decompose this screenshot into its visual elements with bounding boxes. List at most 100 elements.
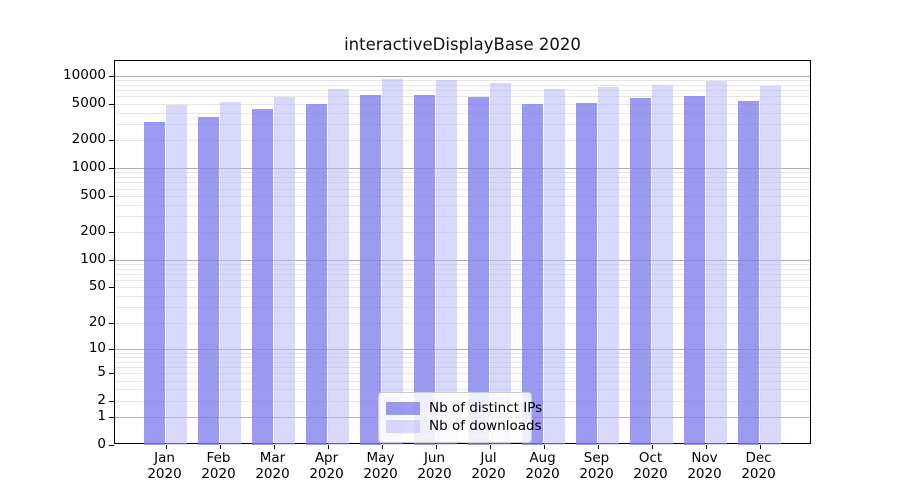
month-year: 2020 bbox=[201, 465, 236, 482]
month-year: 2020 bbox=[147, 465, 182, 482]
bar-distinct-ips bbox=[683, 96, 706, 445]
y-tick bbox=[109, 260, 114, 261]
y-tick-label: 20 bbox=[88, 314, 106, 330]
y-tick-label: 5000 bbox=[71, 94, 106, 111]
minor-gridline bbox=[115, 96, 810, 98]
month-year: 2020 bbox=[417, 465, 452, 482]
y-tick bbox=[109, 287, 114, 289]
major-gridline bbox=[115, 348, 810, 350]
month-year: 2020 bbox=[471, 465, 506, 482]
y-tick-label: 10000 bbox=[63, 66, 106, 83]
minor-gridline bbox=[115, 216, 810, 218]
y-tick-label: 200 bbox=[80, 223, 106, 240]
legend-swatch-distinct-ips bbox=[386, 401, 420, 415]
minor-gridline bbox=[115, 188, 810, 190]
y-tick-label: 1000 bbox=[71, 159, 106, 176]
month-name: May bbox=[366, 450, 395, 466]
month-name: Sep bbox=[583, 450, 610, 466]
minor-gridline bbox=[115, 140, 810, 142]
y-tick bbox=[109, 232, 114, 234]
x-tick bbox=[759, 445, 761, 449]
month-year: 2020 bbox=[687, 465, 722, 482]
minor-gridline bbox=[115, 103, 810, 105]
bar-downloads bbox=[381, 79, 404, 445]
month-name: Aug bbox=[529, 450, 556, 466]
y-tick bbox=[109, 401, 114, 402]
minor-gridline bbox=[115, 323, 810, 324]
minor-gridline bbox=[115, 124, 810, 125]
minor-gridline bbox=[115, 274, 810, 276]
month-label: Oct 2020 bbox=[611, 450, 691, 482]
minor-gridline bbox=[115, 287, 810, 289]
bar-downloads bbox=[543, 89, 566, 445]
bar-distinct-ips bbox=[143, 121, 166, 445]
month-year: 2020 bbox=[363, 465, 398, 482]
month-label: Dec 2020 bbox=[719, 450, 799, 482]
minor-gridline bbox=[115, 177, 810, 178]
month-name: Jun bbox=[423, 450, 446, 466]
y-tick-label: 1 bbox=[97, 408, 106, 425]
y-tick bbox=[109, 140, 114, 142]
y-tick-label: 2 bbox=[97, 392, 106, 408]
month-label: Mar 2020 bbox=[233, 450, 313, 482]
bar-distinct-ips bbox=[251, 109, 274, 445]
x-tick bbox=[489, 445, 491, 449]
y-tick bbox=[109, 348, 114, 350]
y-tick bbox=[109, 195, 114, 197]
bar-downloads bbox=[219, 101, 242, 445]
month-year: 2020 bbox=[633, 465, 668, 482]
month-label: Nov 2020 bbox=[665, 450, 745, 482]
bar-distinct-ips bbox=[575, 102, 598, 445]
x-tick bbox=[327, 445, 329, 449]
month-year: 2020 bbox=[255, 465, 290, 482]
minor-gridline bbox=[115, 80, 810, 81]
minor-gridline bbox=[115, 84, 810, 86]
bar-downloads bbox=[273, 97, 296, 445]
minor-gridline bbox=[115, 195, 810, 197]
plot-area bbox=[109, 60, 811, 449]
month-label: Aug 2020 bbox=[503, 450, 583, 482]
x-tick bbox=[435, 445, 437, 449]
month-year: 2020 bbox=[309, 465, 344, 482]
month-year: 2020 bbox=[579, 465, 614, 482]
bar-downloads bbox=[165, 105, 188, 445]
month-label: Jul 2020 bbox=[449, 450, 529, 482]
y-tick-label: 50 bbox=[88, 278, 106, 295]
y-tick-label: 2000 bbox=[71, 131, 106, 148]
month-label: Feb 2020 bbox=[179, 450, 259, 482]
month-label: Jun 2020 bbox=[395, 450, 475, 482]
x-tick bbox=[597, 445, 599, 449]
y-tick-label: 0 bbox=[97, 436, 106, 452]
bar-downloads bbox=[759, 86, 782, 445]
x-tick bbox=[165, 445, 167, 449]
legend-swatch-downloads bbox=[386, 419, 420, 433]
minor-gridline bbox=[115, 389, 810, 391]
x-tick bbox=[543, 445, 545, 449]
month-label: Jan 2020 bbox=[125, 450, 205, 482]
y-tick bbox=[109, 445, 114, 446]
bar-downloads bbox=[597, 86, 620, 445]
minor-gridline bbox=[115, 182, 810, 184]
legend-label-distinct-ips: Nb of distinct IPs bbox=[429, 400, 543, 416]
bar-distinct-ips bbox=[305, 103, 328, 445]
minor-gridline bbox=[115, 367, 810, 368]
major-gridline bbox=[115, 75, 810, 77]
minor-gridline bbox=[115, 268, 810, 270]
bar-distinct-ips bbox=[521, 103, 544, 445]
bar-distinct-ips bbox=[359, 95, 382, 445]
bar-distinct-ips bbox=[737, 101, 760, 445]
minor-gridline bbox=[115, 373, 810, 375]
x-tick bbox=[219, 445, 221, 449]
y-tick bbox=[109, 103, 114, 105]
bar-distinct-ips bbox=[413, 95, 436, 445]
x-tick bbox=[273, 445, 275, 449]
bar-downloads bbox=[327, 89, 350, 445]
month-name: Dec bbox=[745, 450, 772, 466]
minor-gridline bbox=[115, 172, 810, 174]
month-name: Feb bbox=[206, 450, 231, 466]
month-year: 2020 bbox=[525, 465, 560, 482]
minor-gridline bbox=[115, 204, 810, 206]
month-year: 2020 bbox=[741, 465, 776, 482]
month-label: May 2020 bbox=[341, 450, 421, 482]
